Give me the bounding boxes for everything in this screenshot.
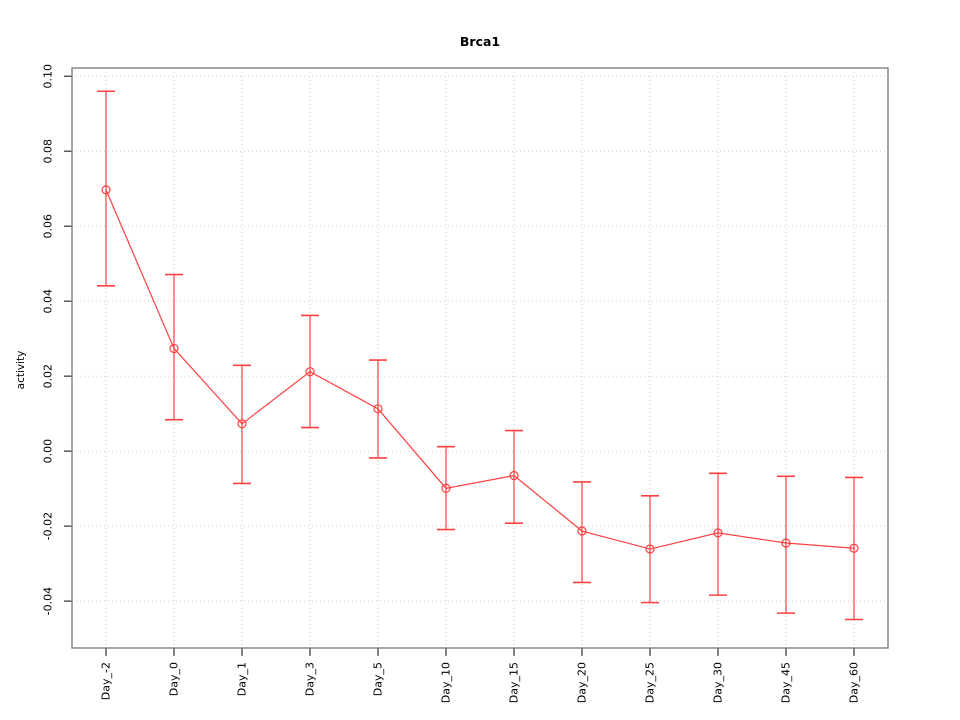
y-tick-label: 0.06 (42, 214, 55, 239)
page-title: Brca1 (460, 34, 500, 49)
x-tick-label: Day_60 (848, 662, 861, 703)
y-axis-ticks: -0.04 -0.02 0.00 0.02 0.04 0.06 0.08 0.10 (42, 64, 72, 615)
data-point-marker (305, 367, 315, 377)
y-tick-label: 0.00 (42, 439, 55, 464)
y-tick-label: 0.08 (42, 139, 55, 164)
data-point-marker (441, 483, 451, 493)
data-point-markers (101, 185, 859, 554)
data-point-marker (237, 419, 247, 429)
x-tick-label: Day_10 (440, 662, 453, 703)
x-tick-label: Day_30 (712, 662, 725, 703)
y-tick-label: -0.02 (42, 512, 55, 540)
series-line-activity (105, 189, 855, 550)
x-tick-label: Day_5 (372, 662, 385, 696)
data-point-marker (781, 538, 791, 548)
x-axis-ticks: Day_-2 Day_0 Day_1 Day_3 Day_5 Day_10 Day_15 Da… (100, 648, 861, 703)
y-tick-label: 0.02 (42, 364, 55, 389)
y-axis-title: activity (15, 351, 27, 390)
x-tick-label: Day_0 (168, 662, 181, 696)
data-point-marker (713, 528, 723, 538)
data-point-marker (169, 343, 179, 354)
data-point-marker (373, 404, 383, 414)
x-tick-label: Day_1 (236, 662, 249, 696)
data-point-marker (849, 543, 859, 553)
x-tick-label: Day_-2 (100, 662, 113, 700)
data-point-marker (645, 544, 655, 554)
data-point-marker (509, 470, 519, 481)
data-point-marker (577, 526, 587, 536)
data-point-marker (101, 185, 111, 195)
y-tick-label: 0.10 (42, 64, 55, 89)
x-tick-label: Day_15 (508, 662, 521, 703)
y-tick-label: 0.04 (42, 289, 55, 314)
x-tick-label: Day_25 (644, 662, 657, 703)
y-tick-label: -0.04 (42, 587, 55, 615)
grid-lines (72, 68, 888, 648)
x-tick-label: Day_45 (780, 662, 793, 703)
plot-area-border (71, 67, 889, 649)
x-tick-label: Day_3 (304, 662, 317, 696)
x-tick-label: Day_20 (576, 662, 589, 703)
